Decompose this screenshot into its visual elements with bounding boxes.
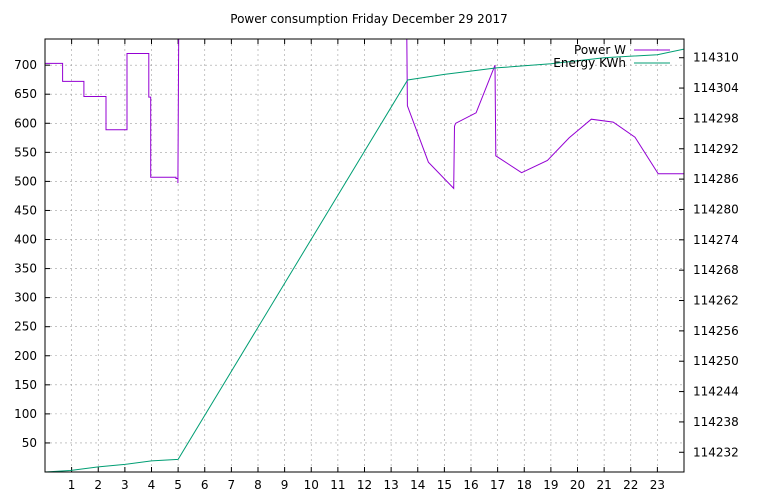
y-left-tick-label: 250 [14, 320, 37, 334]
x-tick-label: 14 [410, 478, 425, 492]
y-right-tick-label: 114238 [693, 415, 739, 429]
x-tick-label: 5 [174, 478, 182, 492]
x-tick-label: 21 [596, 478, 611, 492]
x-tick-label: 17 [490, 478, 505, 492]
y-left-tick-label: 450 [14, 203, 37, 217]
x-tick-label: 9 [281, 478, 289, 492]
y-right-tick-label: 114310 [693, 51, 739, 65]
x-tick-label: 22 [623, 478, 638, 492]
x-tick-label: 2 [94, 478, 102, 492]
y-left-tick-label: 200 [14, 349, 37, 363]
legend-label: Energy KWh [553, 56, 626, 70]
x-tick-label: 4 [148, 478, 156, 492]
y-left-tick-label: 100 [14, 407, 37, 421]
y-right-tick-label: 114286 [693, 172, 739, 186]
x-tick-label: 20 [570, 478, 585, 492]
x-tick-label: 19 [543, 478, 558, 492]
x-tick-label: 8 [254, 478, 262, 492]
y-right-tick-label: 114274 [693, 233, 739, 247]
x-tick-label: 6 [201, 478, 209, 492]
series-lines [45, 39, 684, 472]
y-right-tick-label: 114280 [693, 202, 739, 216]
y-left-tick-label: 700 [14, 58, 37, 72]
series-line-energy-kwh [45, 48, 684, 472]
y-left-tick-label: 50 [22, 436, 37, 450]
y-right-tick-label: 114304 [693, 81, 739, 95]
y-left-tick-label: 350 [14, 262, 37, 276]
x-tick-label: 1 [68, 478, 76, 492]
series-line-power-w [45, 39, 684, 190]
chart-title: Power consumption Friday December 29 201… [230, 12, 507, 26]
x-tick-label: 16 [463, 478, 478, 492]
y-right-tick-label: 114250 [693, 354, 739, 368]
x-tick-label: 18 [517, 478, 532, 492]
x-tick-label: 7 [228, 478, 236, 492]
grid [45, 39, 684, 472]
axis-ticks: 1 2 3 4 5 6 7 8 9 10 11 12 13 14 15 16 17 18 19 20 21 22 23501… [14, 39, 739, 492]
x-tick-label: 3 [121, 478, 129, 492]
x-tick-label: 15 [437, 478, 452, 492]
y-left-tick-label: 600 [14, 116, 37, 130]
y-right-tick-label: 114262 [693, 294, 739, 308]
y-left-tick-label: 550 [14, 145, 37, 159]
x-tick-label: 10 [304, 478, 319, 492]
plot-frame [44, 38, 685, 473]
y-right-tick-label: 114256 [693, 324, 739, 338]
x-tick-label: 11 [330, 478, 345, 492]
y-right-tick-label: 114298 [693, 111, 739, 125]
y-left-tick-label: 300 [14, 291, 37, 305]
legend-label: Power W [574, 43, 626, 57]
y-left-tick-label: 150 [14, 378, 37, 392]
y-right-tick-label: 114268 [693, 263, 739, 277]
y-left-tick-label: 650 [14, 87, 37, 101]
y-left-tick-label: 400 [14, 233, 37, 247]
x-tick-label: 13 [383, 478, 398, 492]
y-right-tick-label: 114232 [693, 445, 739, 459]
x-tick-label: 12 [357, 478, 372, 492]
x-tick-label: 23 [650, 478, 665, 492]
y-left-tick-label: 500 [14, 174, 37, 188]
y-right-tick-label: 114244 [693, 385, 739, 399]
y-right-tick-label: 114292 [693, 142, 739, 156]
